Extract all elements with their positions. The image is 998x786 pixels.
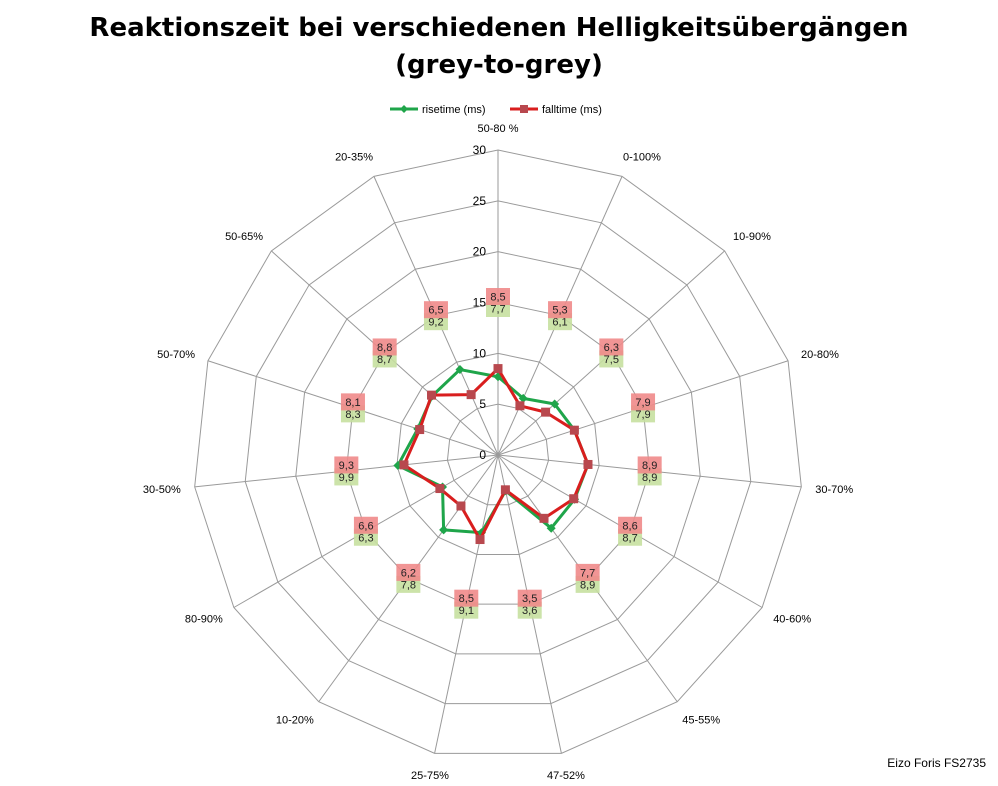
fall-data-label: 6,3 <box>599 338 623 355</box>
fall-data-label-text: 8,9 <box>642 460 657 472</box>
fall-data-label-text: 6,6 <box>358 520 373 532</box>
rise-data-label-text: 8,7 <box>622 532 637 544</box>
footer-caption: Eizo Foris FS2735 <box>887 756 986 770</box>
rise-data-label-text: 8,7 <box>377 354 392 366</box>
rise-data-label-text: 9,9 <box>339 472 354 484</box>
rise-data-label-text: 8,9 <box>642 472 657 484</box>
fall-data-label-text: 7,7 <box>580 567 595 579</box>
fall-data-label: 6,2 <box>396 564 420 581</box>
category-label: 20-35% <box>335 151 373 163</box>
category-label: 0-100% <box>623 151 661 163</box>
series-falltime-point <box>427 391 436 400</box>
radial-tick-label: 10 <box>473 346 487 360</box>
rise-data-label-text: 8,9 <box>580 579 595 591</box>
fall-data-label-text: 8,8 <box>377 342 392 354</box>
category-label: 80-90% <box>185 614 223 626</box>
fall-data-label: 3,5 <box>518 590 542 607</box>
series-falltime-point <box>570 426 579 435</box>
series-falltime-point <box>540 514 549 523</box>
legend-label-fall: falltime (ms) <box>542 104 602 116</box>
rise-data-label-text: 6,3 <box>358 532 373 544</box>
series-falltime-point <box>415 425 424 434</box>
series-falltime-point <box>569 494 578 503</box>
category-label: 30-50% <box>143 484 181 496</box>
rise-data-label-text: 7,8 <box>401 579 416 591</box>
legend-marker-rise <box>400 105 408 113</box>
category-label: 47-52% <box>547 770 585 782</box>
radial-tick-label: 20 <box>473 245 487 259</box>
legend-marker-fall <box>520 105 528 113</box>
category-label: 50-65% <box>225 231 263 243</box>
radial-tick-label: 25 <box>473 194 487 208</box>
rise-data-label-text: 9,1 <box>459 605 474 617</box>
fall-data-label: 9,3 <box>334 456 358 473</box>
series-risetime-point <box>439 525 448 534</box>
fall-data-label: 8,8 <box>373 338 397 355</box>
fall-data-label-text: 8,5 <box>459 593 474 605</box>
fall-data-label: 7,7 <box>576 564 600 581</box>
category-label: 25-75% <box>411 770 449 782</box>
category-label: 45-55% <box>682 715 720 727</box>
series-falltime-point <box>541 408 550 417</box>
series-falltime-point <box>583 460 592 469</box>
category-label: 20-80% <box>801 349 839 361</box>
fall-data-label: 8,9 <box>638 456 662 473</box>
category-label: 10-90% <box>733 231 771 243</box>
fall-data-label-text: 8,5 <box>490 292 505 304</box>
fall-data-label: 6,5 <box>424 301 448 318</box>
fall-data-label-text: 6,5 <box>428 305 443 317</box>
radial-tick-label: 15 <box>473 296 487 310</box>
fall-data-label-text: 8,1 <box>345 397 360 409</box>
radial-tick-label: 5 <box>479 397 486 411</box>
fall-data-label-text: 9,3 <box>339 460 354 472</box>
fall-data-label-text: 6,2 <box>401 567 416 579</box>
series-falltime-point <box>467 390 476 399</box>
category-label: 30-70% <box>815 484 853 496</box>
rise-data-label-text: 6,1 <box>552 317 567 329</box>
category-label: 50-70% <box>157 349 195 361</box>
fall-data-label-text: 7,9 <box>635 397 650 409</box>
series-falltime-point <box>435 484 444 493</box>
series-falltime-point <box>501 485 510 494</box>
rise-data-label-text: 7,5 <box>604 354 619 366</box>
rise-data-label-text: 7,7 <box>490 304 505 316</box>
rise-data-label-text: 9,2 <box>428 317 443 329</box>
fall-data-label-text: 3,5 <box>522 593 537 605</box>
category-label: 10-20% <box>276 715 314 727</box>
legend-label-rise: risetime (ms) <box>422 104 486 116</box>
fall-data-label: 6,6 <box>354 517 378 534</box>
radar-grid <box>195 150 802 753</box>
series-falltime-point <box>494 364 503 373</box>
category-label: 50-80 % <box>478 123 519 135</box>
fall-data-label: 8,6 <box>618 517 642 534</box>
series-falltime-point <box>476 535 485 544</box>
fall-data-label: 7,9 <box>631 393 655 410</box>
legend: risetime (ms) falltime (ms) <box>390 104 602 116</box>
fall-data-label: 8,1 <box>341 393 365 410</box>
rise-data-label-text: 3,6 <box>522 605 537 617</box>
fall-data-label: 8,5 <box>454 590 478 607</box>
radial-tick-label: 30 <box>473 143 487 157</box>
series-falltime-point <box>515 401 524 410</box>
fall-data-label-text: 8,6 <box>622 520 637 532</box>
fall-data-label-text: 6,3 <box>604 342 619 354</box>
fall-data-label-text: 5,3 <box>552 305 567 317</box>
series-falltime-point <box>399 460 408 469</box>
rise-data-label-text: 7,9 <box>635 409 650 421</box>
series-falltime-point <box>456 501 465 510</box>
radial-tick-label: 0 <box>479 448 486 462</box>
fall-data-label: 8,5 <box>486 288 510 305</box>
fall-data-label: 5,3 <box>548 301 572 318</box>
rise-data-label-text: 8,3 <box>345 409 360 421</box>
category-label: 40-60% <box>773 614 811 626</box>
